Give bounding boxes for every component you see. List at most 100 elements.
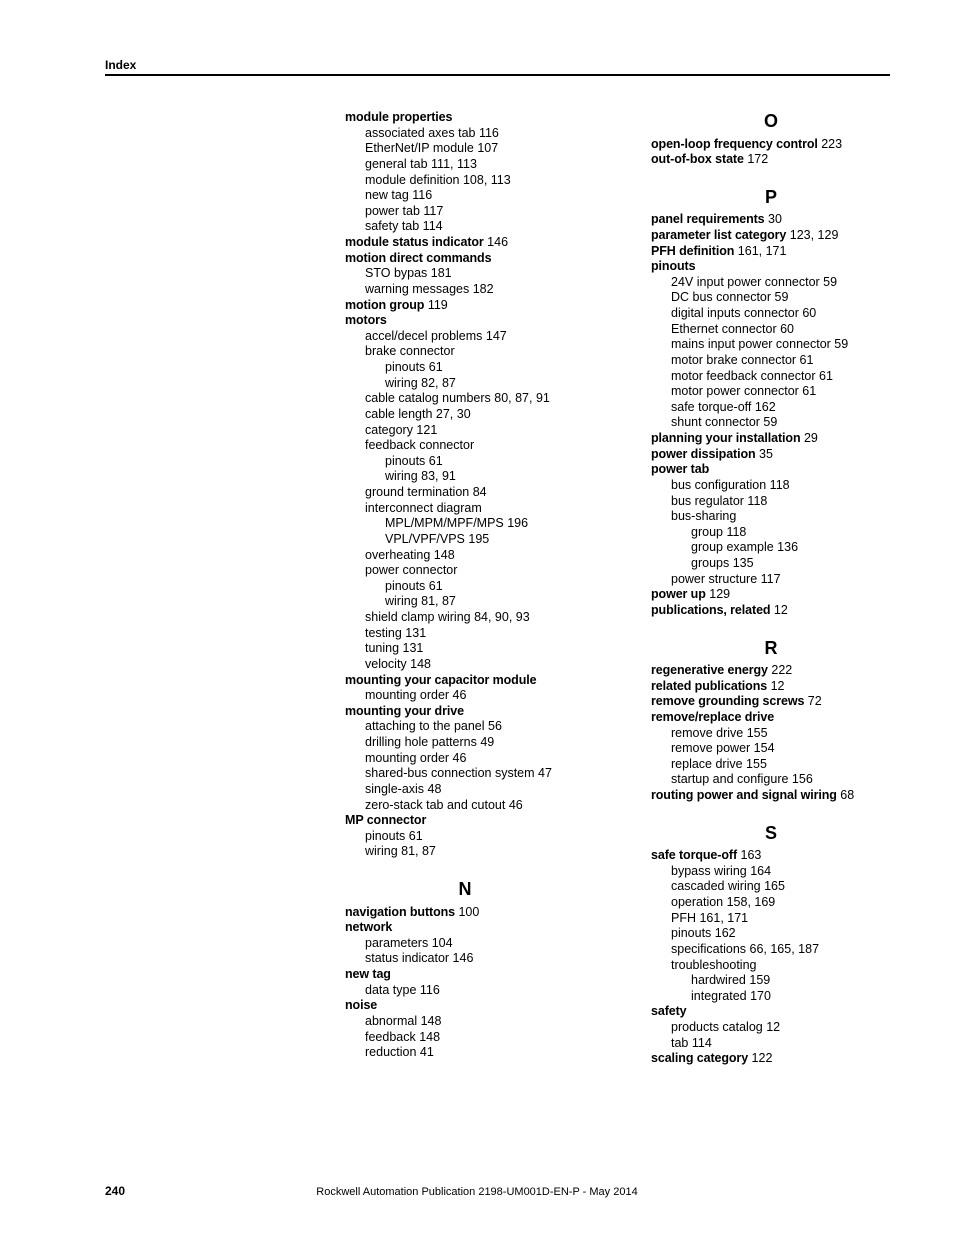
index-term: remove grounding screws 72 — [651, 694, 891, 710]
index-subentry: single-axis 48 — [345, 782, 585, 798]
index-subentry: data type 116 — [345, 983, 585, 999]
index-subentry: mounting order 46 — [345, 688, 585, 704]
index-subentry: operation 158, 169 — [651, 895, 891, 911]
index-subentry: DC bus connector 59 — [651, 290, 891, 306]
index-term-label: remove grounding screws — [651, 694, 804, 708]
index-page-ref: 68 — [837, 788, 854, 802]
index-subentry: feedback connector — [345, 438, 585, 454]
index-subentry: category 121 — [345, 423, 585, 439]
index-page-ref: 12 — [770, 603, 787, 617]
index-subentry: power tab 117 — [345, 204, 585, 220]
index-subentry: hardwired 159 — [651, 973, 891, 989]
index-subentry: motor power connector 61 — [651, 384, 891, 400]
index-page-ref: 29 — [801, 431, 818, 445]
index-page-ref: 222 — [768, 663, 792, 677]
index-subentry: replace drive 155 — [651, 757, 891, 773]
index-subentry: brake connector — [345, 344, 585, 360]
index-subentry: digital inputs connector 60 — [651, 306, 891, 322]
index-term: power tab — [651, 462, 891, 478]
index-subentry: accel/decel problems 147 — [345, 329, 585, 345]
index-term-label: open-loop frequency control — [651, 137, 818, 151]
index-column-left: module propertiesassociated axes tab 116… — [345, 110, 585, 1067]
index-page-ref: 122 — [748, 1051, 772, 1065]
index-term-label: power up — [651, 587, 706, 601]
index-subentry: warning messages 182 — [345, 282, 585, 298]
index-subentry: feedback 148 — [345, 1030, 585, 1046]
index-subentry: tab 114 — [651, 1036, 891, 1052]
index-subentry: PFH 161, 171 — [651, 911, 891, 927]
index-term-label: scaling category — [651, 1051, 748, 1065]
index-page-ref: 146 — [484, 235, 508, 249]
index-subentry: wiring 82, 87 — [345, 376, 585, 392]
index-term-label: publications, related — [651, 603, 770, 617]
index-letter-heading: O — [651, 110, 891, 133]
index-page-ref: 161, 171 — [734, 244, 786, 258]
index-letter-heading: S — [651, 822, 891, 845]
index-subentry: specifications 66, 165, 187 — [651, 942, 891, 958]
index-letter-heading: N — [345, 878, 585, 901]
index-subentry: parameters 104 — [345, 936, 585, 952]
index-page-ref: 35 — [756, 447, 773, 461]
index-page-ref: 12 — [767, 679, 784, 693]
index-term: scaling category 122 — [651, 1051, 891, 1067]
index-term: publications, related 12 — [651, 603, 891, 619]
index-term: panel requirements 30 — [651, 212, 891, 228]
index-term: MP connector — [345, 813, 585, 829]
index-term: out-of-box state 172 — [651, 152, 891, 168]
index-page-ref: 72 — [804, 694, 821, 708]
index-subentry: cable length 27, 30 — [345, 407, 585, 423]
index-subentry: pinouts 162 — [651, 926, 891, 942]
index-subentry: startup and configure 156 — [651, 772, 891, 788]
index-columns: module propertiesassociated axes tab 116… — [345, 110, 891, 1067]
index-page-ref: 172 — [744, 152, 768, 166]
index-subentry: tuning 131 — [345, 641, 585, 657]
index-subentry: bus configuration 118 — [651, 478, 891, 494]
index-term: related publications 12 — [651, 679, 891, 695]
index-term: safety — [651, 1004, 891, 1020]
index-subentry: wiring 81, 87 — [345, 844, 585, 860]
index-subentry: motor brake connector 61 — [651, 353, 891, 369]
index-subentry: pinouts 61 — [345, 829, 585, 845]
index-term-label: motion group — [345, 298, 424, 312]
index-subentry: remove drive 155 — [651, 726, 891, 742]
index-subentry: new tag 116 — [345, 188, 585, 204]
index-term: regenerative energy 222 — [651, 663, 891, 679]
index-subentry: bus regulator 118 — [651, 494, 891, 510]
index-term-label: panel requirements — [651, 212, 765, 226]
index-subentry: EtherNet/IP module 107 — [345, 141, 585, 157]
index-subentry: status indicator 146 — [345, 951, 585, 967]
index-subentry: mains input power connector 59 — [651, 337, 891, 353]
index-letter-heading: P — [651, 186, 891, 209]
index-term: routing power and signal wiring 68 — [651, 788, 891, 804]
index-term: PFH definition 161, 171 — [651, 244, 891, 260]
index-subentry: shunt connector 59 — [651, 415, 891, 431]
index-subentry: wiring 81, 87 — [345, 594, 585, 610]
publication-footer: Rockwell Automation Publication 2198-UM0… — [0, 1186, 954, 1198]
index-term-label: power dissipation — [651, 447, 756, 461]
index-subentry: 24V input power connector 59 — [651, 275, 891, 291]
index-subentry: shared-bus connection system 47 — [345, 766, 585, 782]
index-subentry: group example 136 — [651, 540, 891, 556]
index-term-label: out-of-box state — [651, 152, 744, 166]
index-subentry: safe torque-off 162 — [651, 400, 891, 416]
index-subentry: mounting order 46 — [345, 751, 585, 767]
index-term: navigation buttons 100 — [345, 905, 585, 921]
index-term: remove/replace drive — [651, 710, 891, 726]
index-term-label: regenerative energy — [651, 663, 768, 677]
index-term: parameter list category 123, 129 — [651, 228, 891, 244]
index-subentry: module definition 108, 113 — [345, 173, 585, 189]
index-term: motion group 119 — [345, 298, 585, 314]
index-subentry: zero-stack tab and cutout 46 — [345, 798, 585, 814]
index-term: pinouts — [651, 259, 891, 275]
index-page-ref: 163 — [737, 848, 761, 862]
index-subentry: Ethernet connector 60 — [651, 322, 891, 338]
index-letter-heading: R — [651, 637, 891, 660]
index-subentry: associated axes tab 116 — [345, 126, 585, 142]
index-subentry: groups 135 — [651, 556, 891, 572]
index-subentry: wiring 83, 91 — [345, 469, 585, 485]
index-term: power up 129 — [651, 587, 891, 603]
index-subentry: interconnect diagram — [345, 501, 585, 517]
index-term: module status indicator 146 — [345, 235, 585, 251]
index-subentry: reduction 41 — [345, 1045, 585, 1061]
index-subentry: testing 131 — [345, 626, 585, 642]
